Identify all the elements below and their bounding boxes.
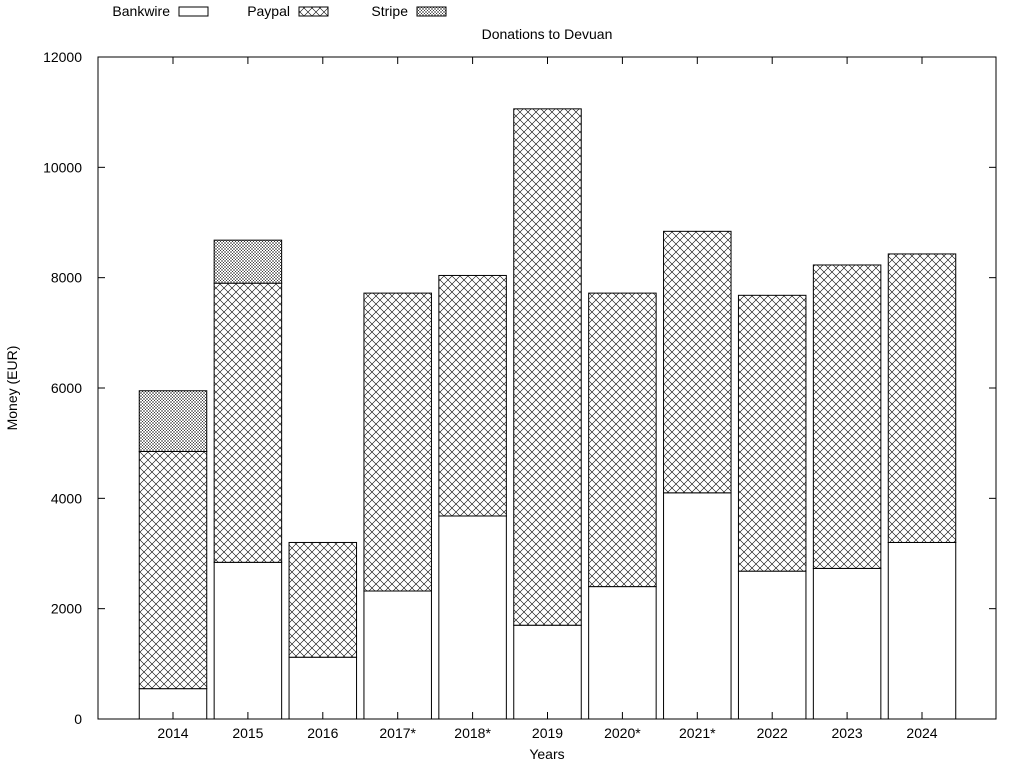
bar-bankwire-2018 [438, 515, 507, 720]
bar-paypal-2018 [438, 274, 507, 517]
bar-bankwire-2022 [737, 570, 807, 720]
bar-paypal-2016 [288, 541, 358, 658]
y-tick-label: 8000 [51, 270, 82, 286]
x-tick-label: 2021* [679, 725, 716, 741]
x-tick-label: 2015 [232, 725, 263, 741]
x-tick-label: 2023 [832, 725, 863, 741]
legend-label-paypal: Paypal [247, 3, 290, 19]
y-axis: 0 2000 4000 6000 8000 10000 12000 [43, 49, 996, 727]
bar-paypal-2015 [213, 282, 283, 563]
bar-bankwire-2021 [663, 492, 732, 720]
legend: Bankwire Paypal Stripe [112, 3, 447, 19]
x-tick-label: 2017* [379, 725, 416, 741]
x-tick-label: 2020* [604, 725, 641, 741]
y-tick-label: 10000 [43, 159, 82, 175]
y-tick-label: 4000 [51, 490, 82, 506]
bar-paypal-2021 [663, 230, 732, 494]
chart-title: Donations to Devuan [482, 26, 613, 42]
y-tick-label: 6000 [51, 380, 82, 396]
x-tick-label: 2022 [757, 725, 788, 741]
bar-bankwire-2015 [213, 561, 283, 720]
bar-bankwire-2017 [363, 590, 432, 720]
x-tick-label: 2019 [532, 725, 563, 741]
y-axis-label: Money (EUR) [4, 346, 20, 431]
x-axis: 2014 2015 2016 2017* 2018* 2019 2020* 2021* 2022… [157, 57, 938, 741]
bar-paypal-2017 [363, 292, 432, 592]
bar-bankwire-2024 [887, 541, 957, 720]
legend-label-bankwire: Bankwire [112, 3, 170, 19]
bar-bankwire-2019 [513, 624, 582, 720]
bar-paypal-2022 [737, 294, 807, 572]
bar-stripe-2014 [138, 390, 208, 452]
bar-paypal-2014 [138, 450, 208, 690]
bar-bankwire-2020 [588, 586, 657, 720]
bar-paypal-2019 [513, 108, 582, 626]
x-tick-label: 2016 [307, 725, 338, 741]
x-tick-label: 2014 [157, 725, 188, 741]
legend-label-stripe: Stripe [371, 3, 408, 19]
bar-paypal-2024 [887, 253, 957, 543]
legend-swatch-stripe [416, 6, 447, 17]
x-tick-label: 2024 [906, 725, 937, 741]
y-tick-label: 2000 [51, 601, 82, 617]
bar-stripe-2015 [213, 239, 283, 284]
x-tick-label: 2018* [454, 725, 491, 741]
bar-bankwire-2016 [288, 656, 358, 720]
bar-bankwire-2023 [812, 567, 882, 720]
bar-paypal-2020 [588, 292, 657, 588]
bar-paypal-2023 [812, 264, 882, 569]
x-axis-label: Years [529, 746, 564, 762]
y-tick-label: 12000 [43, 49, 82, 65]
legend-swatch-bankwire [178, 6, 209, 17]
bars [138, 108, 957, 720]
legend-swatch-paypal [298, 6, 329, 17]
y-tick-label: 0 [74, 711, 82, 727]
